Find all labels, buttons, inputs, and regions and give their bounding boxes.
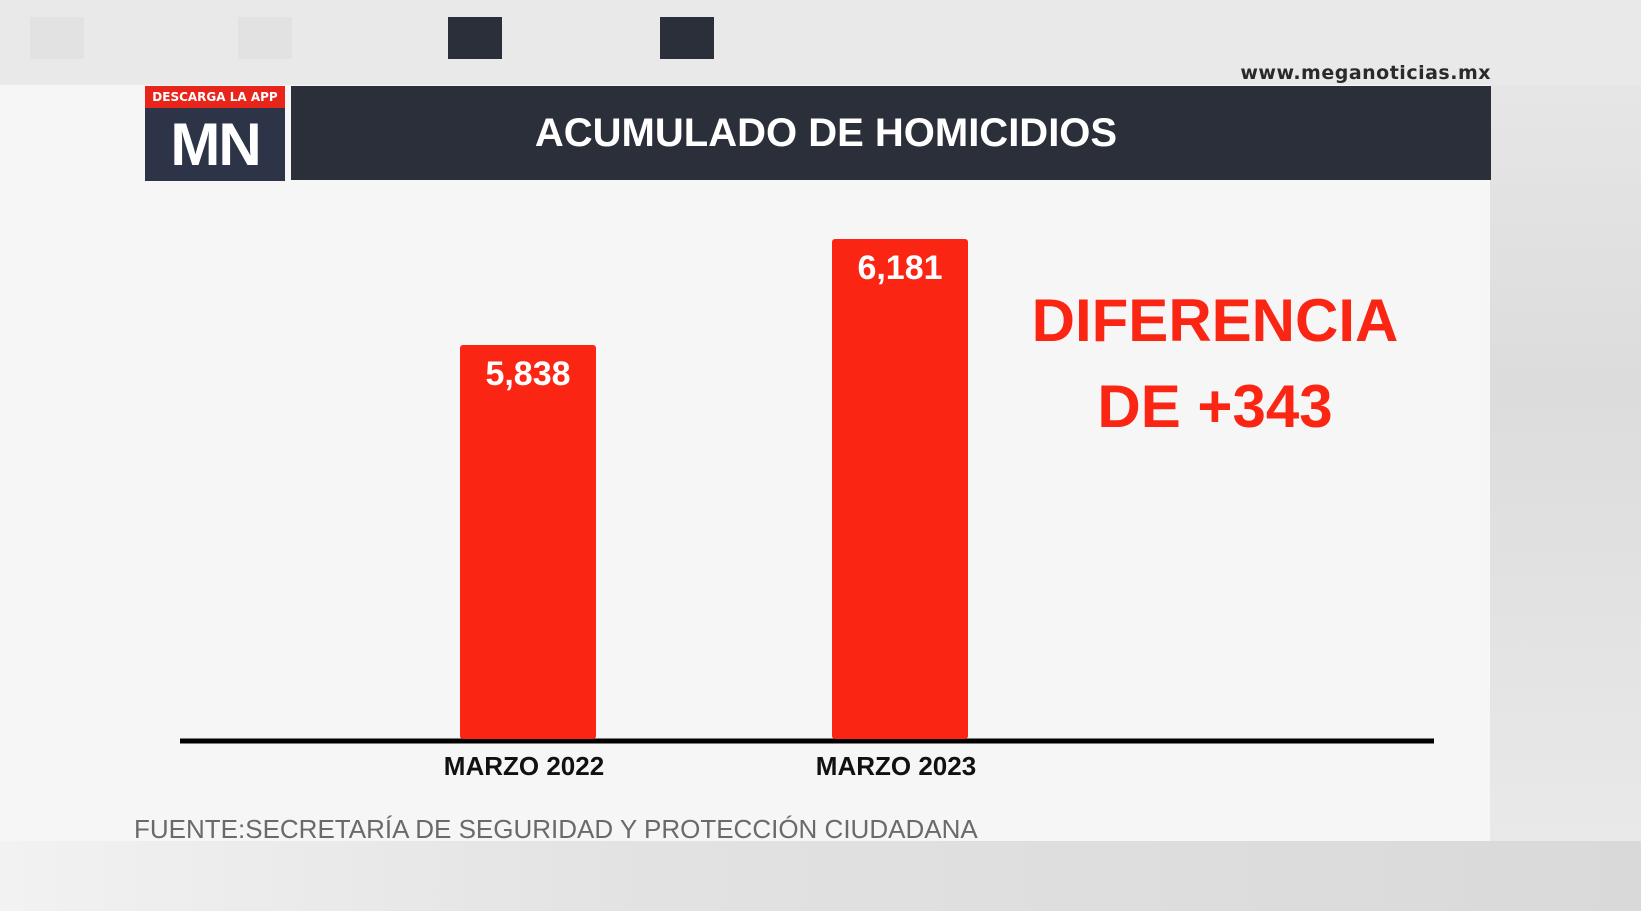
logo-letters: MN (170, 111, 261, 178)
faint-block (30, 17, 84, 59)
bar-value-label: 6,181 (857, 249, 942, 287)
bottom-background (0, 841, 1641, 911)
mn-logo: DESCARGA LA APP MN (145, 86, 285, 181)
bar-1 (460, 345, 596, 739)
faint-block (238, 17, 292, 59)
logo-tag: DESCARGA LA APP (145, 86, 285, 108)
dark-block (448, 17, 502, 59)
bar-value-label: 5,838 (485, 355, 570, 393)
website-url: www.meganoticias.mx (1240, 62, 1491, 84)
chart-title: ACUMULADO DE HOMICIDIOS (534, 111, 1118, 155)
dark-block (660, 17, 714, 59)
right-background (1490, 85, 1641, 841)
bars-group: 5,838 MARZO 2022 6,181 MARZO 2023 (444, 239, 976, 781)
annotation-line-2: DE +343 (1097, 373, 1333, 440)
annotation-line-1: DIFERENCIA (1031, 287, 1399, 354)
difference-annotation: DIFERENCIA DE +343 (990, 278, 1440, 450)
category-label: MARZO 2023 (816, 751, 976, 781)
bar-2 (832, 239, 968, 739)
chart-background (0, 85, 1490, 841)
source-note: FUENTE:SECRETARÍA DE SEGURIDAD Y PROTECC… (134, 814, 978, 844)
title-bar: ACUMULADO DE HOMICIDIOS (291, 86, 1491, 180)
category-label: MARZO 2022 (444, 751, 604, 781)
